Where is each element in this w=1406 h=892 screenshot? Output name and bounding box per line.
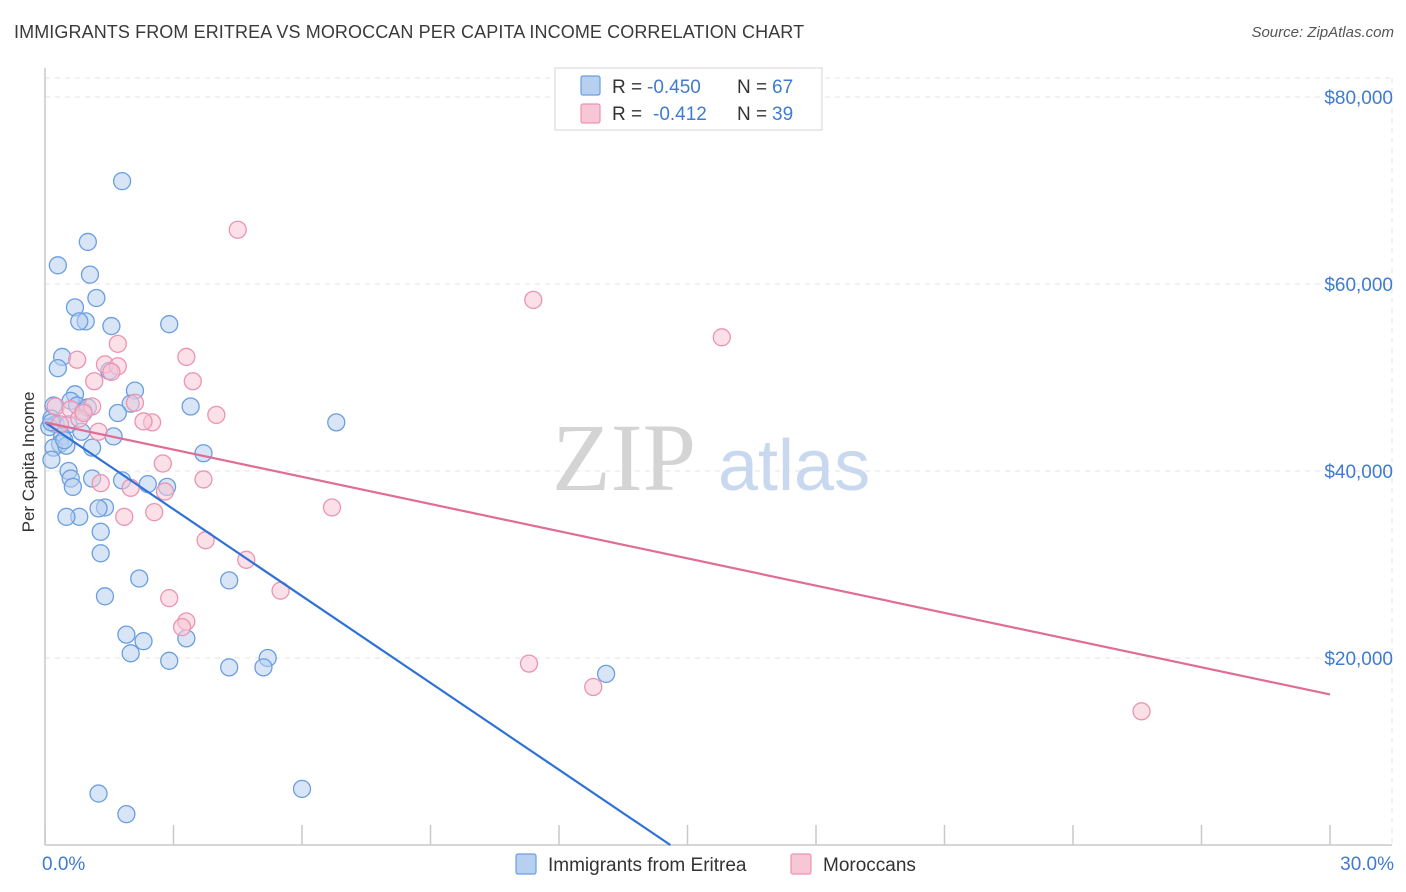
data-point [254, 658, 273, 677]
correlation-legend: R = -0.450 N = 67 R = -0.412 N = 39 [554, 67, 823, 131]
data-point [70, 312, 89, 331]
data-point [87, 288, 106, 308]
data-point [102, 362, 121, 382]
data-point [1132, 702, 1151, 721]
series-points-moroccans [46, 220, 1151, 721]
data-point [194, 470, 213, 489]
data-point [220, 658, 239, 677]
legend-n-value-moroccans: 39 [772, 104, 793, 125]
series-legend: Immigrants from Eritrea Moroccans [515, 853, 916, 876]
data-point [85, 372, 104, 391]
x-axis-tick-labels: 0.0% 30.0% [42, 854, 1394, 875]
data-point [91, 474, 110, 493]
data-point [63, 477, 82, 497]
data-point [145, 502, 164, 522]
data-point [138, 474, 157, 494]
y-axis-tick-labels: $20,000 $40,000 $60,000 $80,000 [1324, 88, 1393, 670]
data-point [46, 397, 65, 416]
data-point [322, 498, 342, 517]
data-point [42, 450, 61, 469]
data-point [48, 256, 67, 275]
data-point [74, 403, 93, 423]
x-tick-label: 30.0% [1340, 854, 1394, 875]
data-point [524, 290, 543, 310]
legend-r-value-moroccans: -0.412 [653, 104, 707, 125]
x-tick-label: 0.0% [42, 854, 85, 875]
data-point [115, 507, 134, 526]
series-points-eritrea [40, 171, 616, 824]
data-point [153, 454, 172, 473]
data-point [183, 372, 202, 391]
data-point [220, 571, 239, 590]
data-point [712, 328, 731, 347]
legend-swatch-eritrea [580, 75, 601, 96]
data-point [48, 358, 67, 378]
data-point [91, 544, 110, 563]
watermark-zip: ZIP [552, 404, 696, 511]
legend-n-value-eritrea: 67 [772, 77, 793, 98]
data-point [125, 393, 145, 412]
data-point [91, 522, 110, 541]
series-legend-swatch-moroccans [790, 853, 812, 875]
legend-n-label-eritrea: N = [737, 77, 767, 98]
legend-r-label-eritrea: R = [612, 77, 642, 98]
source-label: Source: ZipAtlas.com [1251, 24, 1394, 41]
y-tick-label: $60,000 [1324, 275, 1393, 296]
data-point [121, 478, 140, 497]
data-point [160, 651, 179, 670]
data-point [181, 397, 200, 416]
data-point [102, 316, 121, 336]
watermark: ZIP atlas [552, 404, 870, 511]
data-point [177, 347, 196, 367]
data-point [155, 482, 175, 501]
data-point [160, 589, 179, 608]
data-point [130, 569, 149, 588]
y-tick-label: $40,000 [1324, 462, 1393, 483]
y-axis-title: Per Capita Income [19, 392, 38, 533]
legend-n-label-moroccans: N = [737, 104, 767, 125]
y-tick-label: $80,000 [1324, 88, 1393, 109]
trend-lines [44, 421, 1331, 846]
legend-r-value-eritrea: -0.450 [647, 77, 701, 98]
data-point [117, 625, 136, 644]
legend-r-label-moroccans: R = [612, 104, 642, 125]
series-legend-swatch-eritrea [515, 853, 537, 875]
data-point [67, 350, 87, 369]
watermark-atlas: atlas [718, 426, 870, 506]
data-point [172, 617, 192, 637]
data-point [134, 412, 153, 431]
data-point [519, 654, 539, 673]
series-legend-label-eritrea: Immigrants from Eritrea [548, 855, 747, 876]
data-point [80, 265, 100, 284]
data-point [57, 507, 76, 526]
data-point [160, 315, 179, 334]
data-point [112, 171, 132, 191]
data-point [121, 644, 140, 663]
data-point [228, 220, 247, 239]
data-point [108, 403, 127, 423]
data-point [292, 779, 312, 799]
trend-line-eritrea [44, 421, 671, 846]
data-point [327, 413, 346, 432]
data-point [584, 677, 603, 697]
data-point [134, 632, 153, 651]
data-point [117, 804, 136, 824]
data-point [207, 405, 226, 425]
data-point [78, 232, 97, 252]
data-point [108, 334, 127, 353]
data-point [89, 499, 108, 518]
data-point [596, 664, 616, 684]
chart-title: IMMIGRANTS FROM ERITREA VS MOROCCAN PER … [14, 22, 805, 42]
data-point [89, 784, 108, 803]
trend-line-moroccans [44, 421, 1331, 696]
data-point [194, 444, 213, 463]
legend-swatch-moroccans [580, 103, 601, 124]
data-point [95, 587, 115, 606]
y-tick-label: $20,000 [1324, 649, 1393, 670]
series-legend-label-moroccans: Moroccans [823, 855, 916, 876]
